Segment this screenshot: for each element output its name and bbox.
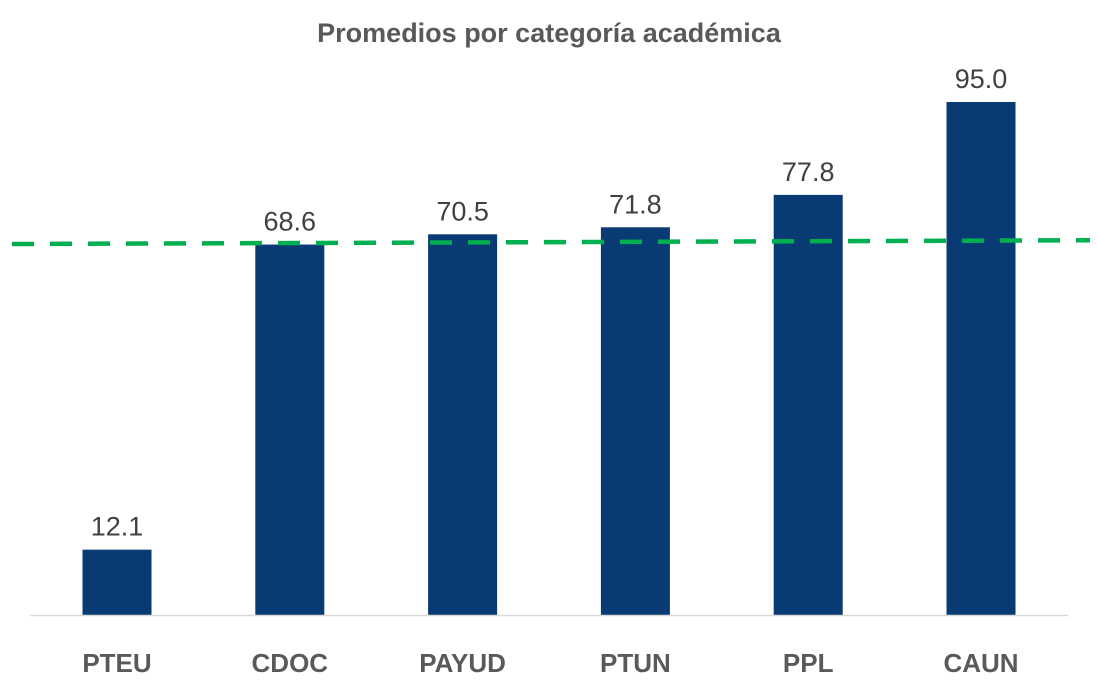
category-label-ptun: PTUN	[600, 648, 671, 678]
data-label-payud: 70.5	[436, 196, 489, 226]
category-label-pteu: PTEU	[82, 648, 151, 678]
data-label-caun: 95.0	[955, 64, 1008, 94]
category-label-caun: CAUN	[943, 648, 1018, 678]
category-label-cdoc: CDOC	[252, 648, 329, 678]
bar-caun	[946, 102, 1016, 615]
reference-line	[11, 237, 1091, 247]
chart-title: Promedios por categoría académica	[317, 18, 782, 48]
data-label-ppl: 77.8	[782, 157, 835, 187]
bar-ppl	[773, 194, 843, 615]
category-label-ppl: PPL	[783, 648, 834, 678]
category-label-payud: PAYUD	[419, 648, 506, 678]
bar-ptun	[600, 227, 670, 615]
bar-pteu	[82, 549, 152, 615]
data-label-ptun: 71.8	[609, 189, 662, 219]
bar-cdoc	[255, 244, 325, 615]
bar-payud	[428, 234, 498, 616]
data-label-pteu: 12.1	[91, 512, 144, 542]
data-label-cdoc: 68.6	[264, 207, 317, 237]
